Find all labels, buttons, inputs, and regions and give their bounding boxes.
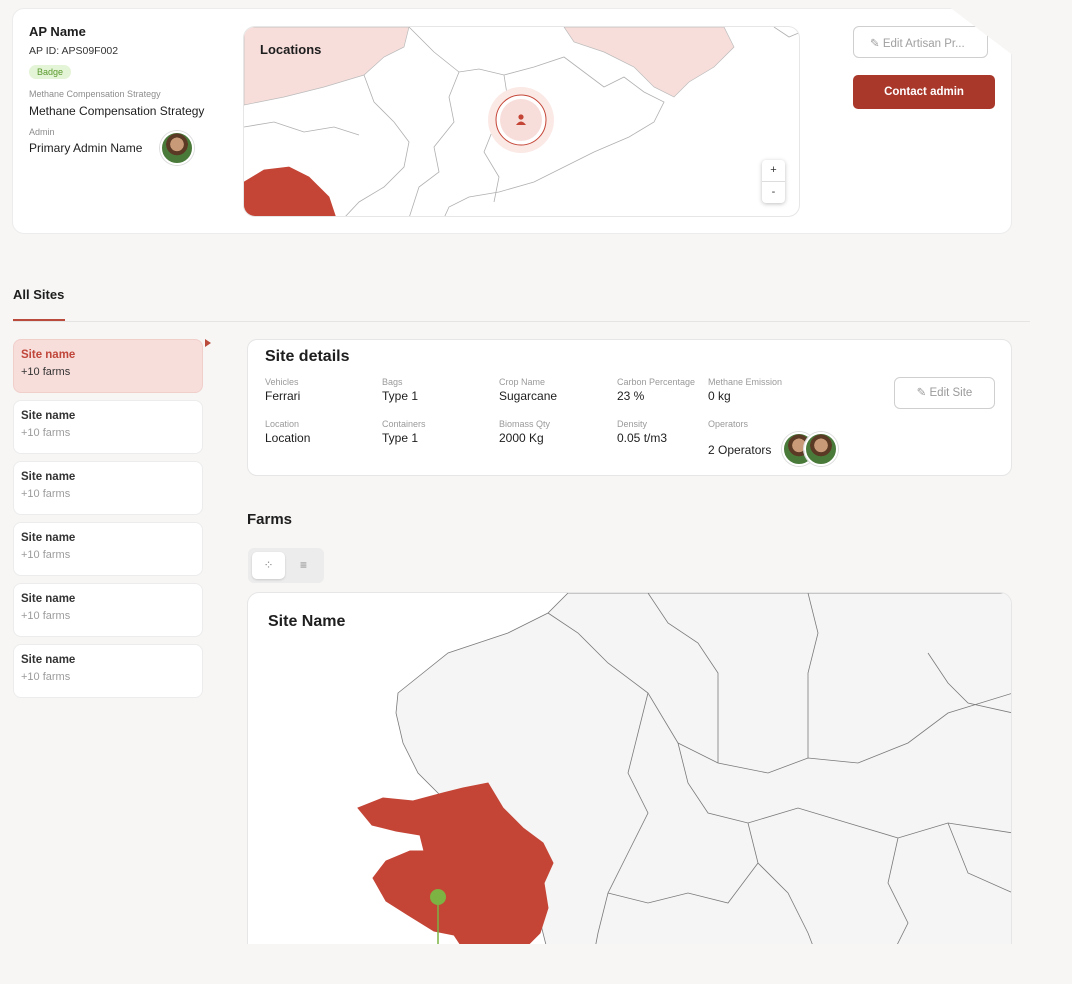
strategy-label: Methane Compensation Strategy bbox=[29, 89, 161, 99]
status-badge: Badge bbox=[29, 65, 72, 79]
crop-name-value: Sugarcane bbox=[499, 389, 558, 403]
site-details-card bbox=[247, 339, 1012, 476]
density-value: 0.05 t/m3 bbox=[617, 431, 668, 445]
site-farms-count: +10 farms bbox=[21, 427, 71, 439]
farms-map-title: Site Name bbox=[268, 613, 346, 630]
contact-admin-button[interactable]: Contact admin bbox=[853, 75, 995, 109]
site-farms-count: +10 farms bbox=[21, 671, 71, 683]
containers-value: Type 1 bbox=[382, 431, 419, 445]
active-tab-indicator bbox=[13, 319, 65, 321]
site-name: Site name bbox=[21, 654, 76, 666]
site-name: Site name bbox=[21, 349, 76, 361]
site-list-item[interactable]: Site name +10 farms bbox=[13, 522, 203, 576]
biomass-qty-label: Biomass Qty bbox=[499, 419, 551, 429]
edit-icon: ✎ bbox=[870, 38, 880, 50]
decorative-edge bbox=[1030, 100, 1072, 984]
containers-label: Containers bbox=[382, 419, 426, 429]
operators-label: Operators bbox=[708, 419, 749, 429]
admin-label: Admin bbox=[29, 127, 55, 137]
decorative-edge bbox=[0, 944, 1072, 984]
locations-map-title: Locations bbox=[260, 42, 322, 57]
edit-site-button[interactable]: ✎ Edit Site bbox=[894, 377, 995, 409]
site-list-item[interactable]: Site name +10 farms bbox=[13, 339, 203, 393]
operator-avatar bbox=[804, 432, 838, 466]
site-list-item[interactable]: Site name +10 farms bbox=[13, 583, 203, 637]
location-value: Location bbox=[265, 431, 311, 445]
zoom-out-button[interactable]: - bbox=[762, 181, 785, 202]
decorative-corner bbox=[0, 820, 120, 950]
biomass-qty-value: 2000 Kg bbox=[499, 431, 544, 445]
strategy-value: Methane Compensation Strategy bbox=[29, 104, 205, 118]
site-name: Site name bbox=[21, 593, 76, 605]
locations-map-canvas bbox=[244, 27, 799, 216]
zoom-control: + - bbox=[762, 160, 785, 203]
bags-value: Type 1 bbox=[382, 389, 419, 403]
density-label: Density bbox=[617, 419, 648, 429]
site-farms-count: +10 farms bbox=[21, 366, 71, 378]
site-farms-count: +10 farms bbox=[21, 610, 71, 622]
divider bbox=[13, 321, 1030, 322]
vehicles-value: Ferrari bbox=[265, 389, 301, 403]
farms-map-canvas bbox=[357, 593, 1011, 983]
selected-caret-icon bbox=[205, 339, 211, 347]
site-list-item[interactable]: Site name +10 farms bbox=[13, 461, 203, 515]
operators-value: 2 Operators bbox=[708, 443, 772, 457]
site-details-title: Site details bbox=[265, 348, 350, 365]
farms-map[interactable]: Site Name bbox=[247, 592, 1012, 984]
edit-icon: ✎ bbox=[916, 387, 927, 399]
carbon-percentage-label: Carbon Percentage bbox=[617, 377, 696, 387]
grid-view-icon[interactable]: ⁘ bbox=[252, 552, 285, 579]
location-label: Location bbox=[265, 419, 300, 429]
site-farms-count: +10 farms bbox=[21, 549, 71, 561]
carbon-percentage-value: 23 % bbox=[617, 389, 645, 403]
edit-artisan-profile-button[interactable]: ✎ Edit Artisan Pr... bbox=[853, 26, 988, 58]
view-toggle: ⁘ ≡ bbox=[248, 548, 324, 583]
site-name: Site name bbox=[21, 532, 76, 544]
admin-avatar bbox=[160, 131, 194, 165]
list-view-icon[interactable]: ≡ bbox=[299, 558, 307, 572]
ap-id: AP ID: APS09F002 bbox=[29, 45, 119, 57]
methane-emission-value: 0 kg bbox=[708, 389, 731, 403]
site-list-item[interactable]: Site name +10 farms bbox=[13, 644, 203, 698]
edit-site-label: Edit Site bbox=[929, 387, 973, 399]
methane-emission-label: Methane Emission bbox=[708, 377, 783, 387]
bags-label: Bags bbox=[382, 377, 403, 387]
crop-name-label: Crop Name bbox=[499, 377, 546, 387]
vehicles-label: Vehicles bbox=[265, 377, 299, 387]
all-sites-tab[interactable]: All Sites bbox=[13, 287, 65, 302]
site-farms-count: +10 farms bbox=[21, 488, 71, 500]
admin-name: Primary Admin Name bbox=[29, 141, 143, 155]
site-name: Site name bbox=[21, 471, 76, 483]
ap-name: AP Name bbox=[29, 24, 86, 39]
site-list-item[interactable]: Site name +10 farms bbox=[13, 400, 203, 454]
site-name: Site name bbox=[21, 410, 76, 422]
zoom-in-button[interactable]: + bbox=[770, 164, 777, 176]
locations-map[interactable]: Locations + - bbox=[243, 26, 800, 217]
edit-artisan-profile-label: Edit Artisan Pr... bbox=[882, 38, 965, 50]
farms-title: Farms bbox=[247, 511, 293, 528]
